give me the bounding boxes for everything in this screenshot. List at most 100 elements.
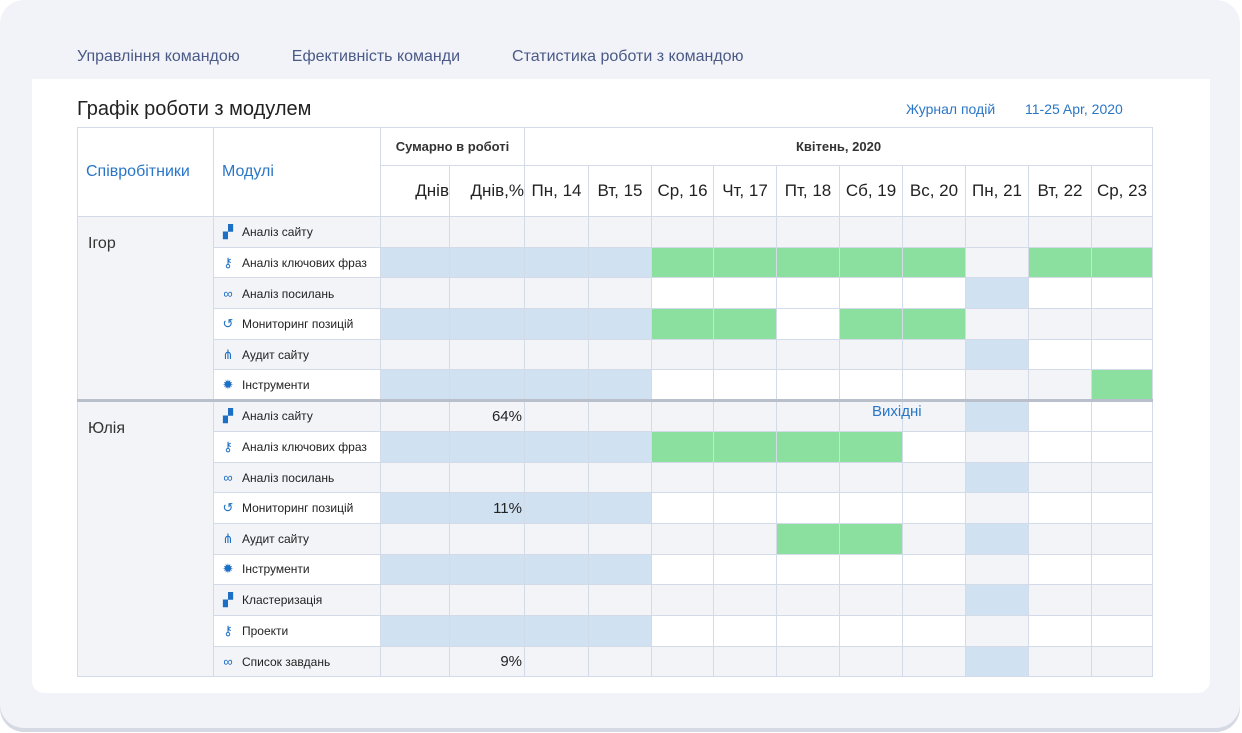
day-cell[interactable] xyxy=(902,369,966,402)
day-cell[interactable] xyxy=(588,584,652,616)
day-cell[interactable] xyxy=(902,430,966,463)
tab-team-statistics[interactable]: Статистика роботи з командою xyxy=(512,48,744,65)
day-cell[interactable] xyxy=(1091,614,1153,647)
day-cell[interactable] xyxy=(1028,645,1092,678)
day-cell[interactable] xyxy=(902,492,966,524)
day-cell[interactable] xyxy=(839,553,903,586)
day-cell[interactable] xyxy=(839,614,903,647)
day-cell[interactable] xyxy=(965,216,1029,248)
day-cell[interactable] xyxy=(1091,430,1153,463)
day-cell[interactable] xyxy=(651,369,714,402)
module-cell[interactable]: ▞ Аналіз сайту xyxy=(213,399,381,432)
day-cell[interactable] xyxy=(524,614,589,647)
day-cell[interactable] xyxy=(651,246,714,279)
day-cell[interactable] xyxy=(588,461,652,494)
day-cell[interactable] xyxy=(1091,461,1153,494)
day-cell[interactable] xyxy=(713,369,777,402)
day-cell[interactable] xyxy=(776,246,840,279)
day-cell[interactable] xyxy=(1028,584,1092,616)
day-cell[interactable] xyxy=(651,492,714,524)
tab-team-efficiency[interactable]: Ефективність команди xyxy=(291,48,461,65)
day-cell[interactable] xyxy=(588,308,652,340)
day-cell[interactable] xyxy=(651,522,714,555)
day-cell[interactable] xyxy=(1091,277,1153,310)
day-cell[interactable] xyxy=(588,614,652,647)
day-cell[interactable] xyxy=(651,308,714,340)
day-cell[interactable] xyxy=(902,461,966,494)
day-cell[interactable] xyxy=(902,308,966,340)
day-cell[interactable] xyxy=(524,461,589,494)
day-cell[interactable] xyxy=(776,614,840,647)
module-cell[interactable]: ∞ Список завдань xyxy=(213,645,381,678)
day-cell[interactable] xyxy=(651,216,714,248)
day-cell[interactable] xyxy=(1028,430,1092,463)
day-cell[interactable] xyxy=(1028,399,1092,432)
day-cell[interactable] xyxy=(524,246,589,279)
module-cell[interactable]: ⚷ Проекти xyxy=(213,614,381,647)
day-cell[interactable] xyxy=(524,216,589,248)
day-cell[interactable] xyxy=(524,399,589,432)
day-cell[interactable] xyxy=(1028,369,1092,402)
day-cell[interactable] xyxy=(651,553,714,586)
day-cell[interactable] xyxy=(588,645,652,678)
day-cell[interactable] xyxy=(1091,645,1153,678)
day-cell[interactable] xyxy=(713,553,777,586)
day-cell[interactable] xyxy=(776,216,840,248)
day-cell[interactable] xyxy=(524,584,589,616)
day-cell[interactable] xyxy=(1028,277,1092,310)
day-cell[interactable] xyxy=(588,338,652,371)
day-cell[interactable] xyxy=(713,399,777,432)
day-cell[interactable] xyxy=(776,338,840,371)
day-cell[interactable] xyxy=(839,246,903,279)
day-cell[interactable] xyxy=(713,338,777,371)
day-cell[interactable] xyxy=(713,430,777,463)
day-cell[interactable] xyxy=(651,430,714,463)
day-cell[interactable] xyxy=(588,399,652,432)
day-cell[interactable] xyxy=(776,308,840,340)
day-cell[interactable] xyxy=(524,492,589,524)
day-cell[interactable] xyxy=(651,399,714,432)
day-cell[interactable] xyxy=(1091,369,1153,402)
day-cell[interactable] xyxy=(588,277,652,310)
day-cell[interactable] xyxy=(524,645,589,678)
day-cell[interactable] xyxy=(588,553,652,586)
day-cell[interactable] xyxy=(776,522,840,555)
day-cell[interactable] xyxy=(651,338,714,371)
day-cell[interactable] xyxy=(1091,492,1153,524)
day-cell[interactable] xyxy=(1028,522,1092,555)
day-cell[interactable] xyxy=(588,492,652,524)
module-cell[interactable]: ⋔ Аудит сайту xyxy=(213,522,381,555)
day-cell[interactable] xyxy=(776,553,840,586)
day-cell[interactable] xyxy=(713,461,777,494)
day-cell[interactable] xyxy=(965,522,1029,555)
day-cell[interactable] xyxy=(1028,614,1092,647)
module-cell[interactable]: ✹ Інструменти xyxy=(213,369,381,402)
day-cell[interactable] xyxy=(776,492,840,524)
day-cell[interactable] xyxy=(902,584,966,616)
day-cell[interactable] xyxy=(1028,553,1092,586)
module-cell[interactable]: ▞ Аналіз сайту xyxy=(213,216,381,248)
day-cell[interactable] xyxy=(839,492,903,524)
day-cell[interactable] xyxy=(1091,584,1153,616)
day-cell[interactable] xyxy=(1028,246,1092,279)
day-cell[interactable] xyxy=(713,246,777,279)
day-cell[interactable] xyxy=(651,461,714,494)
day-cell[interactable] xyxy=(776,277,840,310)
day-cell[interactable] xyxy=(1028,216,1092,248)
day-cell[interactable] xyxy=(839,338,903,371)
day-cell[interactable] xyxy=(839,461,903,494)
day-cell[interactable] xyxy=(965,338,1029,371)
day-cell[interactable] xyxy=(839,216,903,248)
day-cell[interactable] xyxy=(839,277,903,310)
day-cell[interactable] xyxy=(588,522,652,555)
tab-team-management[interactable]: Управління командою xyxy=(77,48,240,65)
day-cell[interactable] xyxy=(651,614,714,647)
day-cell[interactable] xyxy=(776,645,840,678)
day-cell[interactable] xyxy=(965,553,1029,586)
day-cell[interactable] xyxy=(839,369,903,402)
day-cell[interactable] xyxy=(524,308,589,340)
day-cell[interactable] xyxy=(776,369,840,402)
day-cell[interactable] xyxy=(902,277,966,310)
day-cell[interactable] xyxy=(1028,461,1092,494)
day-cell[interactable] xyxy=(776,430,840,463)
